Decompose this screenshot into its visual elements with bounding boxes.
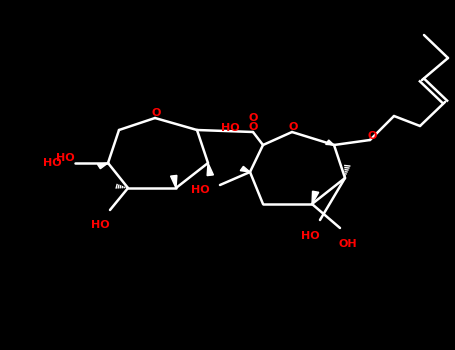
Text: O: O [368,131,377,141]
Polygon shape [207,163,213,176]
Text: O: O [288,122,298,132]
Text: HO: HO [222,123,240,133]
Text: OH: OH [339,239,357,249]
Polygon shape [240,166,250,172]
Text: HO: HO [191,185,209,195]
Text: O: O [248,113,258,123]
Polygon shape [171,175,177,188]
Text: HO: HO [301,231,319,241]
Polygon shape [97,163,108,169]
Polygon shape [326,140,334,145]
Text: HO: HO [91,220,109,230]
Text: O: O [152,108,161,118]
Polygon shape [312,191,319,204]
Text: HO: HO [56,153,74,163]
Text: O: O [248,122,258,132]
Text: HO: HO [43,158,61,168]
